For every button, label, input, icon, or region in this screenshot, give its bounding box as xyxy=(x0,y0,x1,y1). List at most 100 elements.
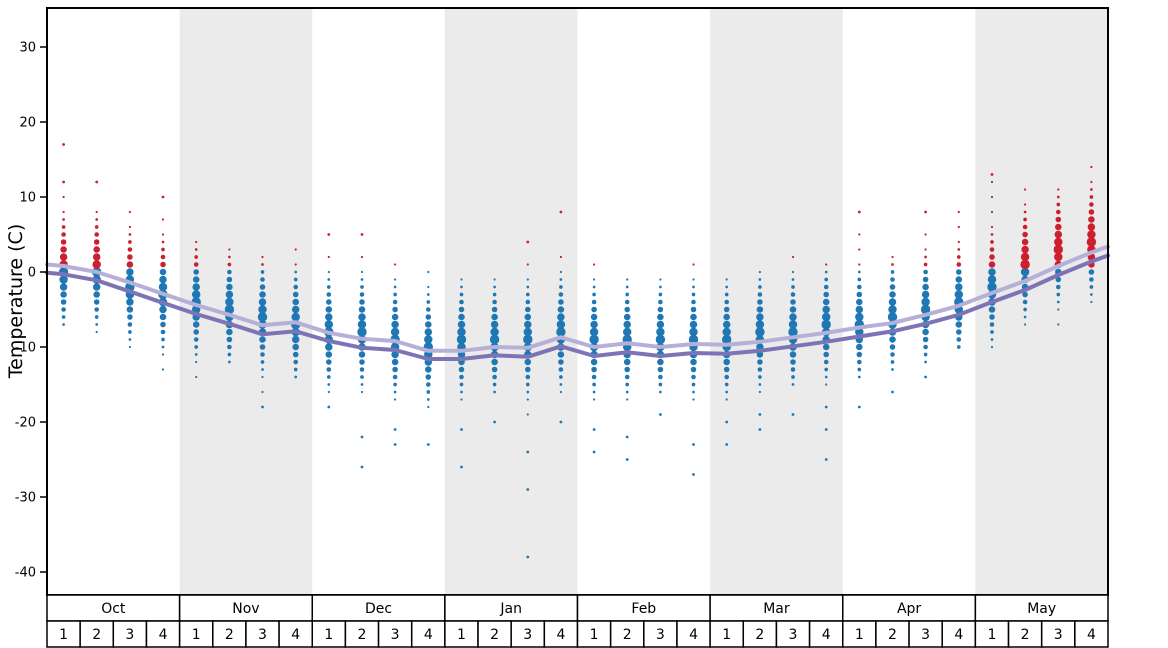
temp-dot xyxy=(924,255,927,259)
temp-dot xyxy=(625,435,629,439)
temp-dot xyxy=(1024,323,1027,326)
temp-dot xyxy=(261,263,264,266)
week-scatter xyxy=(390,263,400,446)
temp-dot xyxy=(523,327,533,337)
week-cell xyxy=(178,620,214,648)
y-tick-label: 10 xyxy=(19,191,36,206)
temp-dot xyxy=(655,334,666,345)
temp-dot xyxy=(327,278,331,281)
temp-dot xyxy=(990,338,994,341)
temp-dot xyxy=(955,276,963,283)
temp-dot xyxy=(393,382,397,387)
temp-dot xyxy=(1090,188,1093,191)
temp-dot xyxy=(493,285,496,289)
temp-dot xyxy=(93,246,100,253)
temp-dot xyxy=(757,367,763,372)
temp-dot xyxy=(623,313,631,321)
temp-dot xyxy=(857,375,861,379)
week-scatter xyxy=(357,233,367,469)
temp-dot xyxy=(891,263,894,266)
week-cell xyxy=(775,620,811,648)
temp-dot xyxy=(360,435,364,439)
temp-dot xyxy=(61,307,66,312)
month-label: Jan xyxy=(499,601,522,617)
week-label: 2 xyxy=(623,627,632,643)
temp-dot xyxy=(1020,267,1030,277)
temp-dot xyxy=(559,270,563,274)
temp-dot xyxy=(691,292,696,297)
temp-dot xyxy=(856,291,863,298)
temp-dot xyxy=(128,210,131,214)
temp-dot xyxy=(923,269,928,275)
temp-dot xyxy=(689,320,698,329)
week-scatter xyxy=(821,263,831,461)
temp-dot xyxy=(424,335,433,344)
temp-dot xyxy=(624,366,630,373)
temp-dot xyxy=(1057,188,1060,191)
week-scatter xyxy=(324,233,334,409)
temp-dot xyxy=(195,360,198,364)
temp-dot xyxy=(592,450,596,454)
temp-dot xyxy=(723,306,730,313)
temp-dot xyxy=(725,398,728,401)
week-cell xyxy=(245,620,280,648)
week-label: 1 xyxy=(192,627,201,643)
temp-dot xyxy=(92,260,101,269)
temp-dot xyxy=(723,366,730,373)
temp-dot xyxy=(1090,300,1093,304)
temp-dot xyxy=(327,255,330,259)
temp-dot xyxy=(659,285,662,289)
temp-dot xyxy=(692,398,695,401)
temp-dot xyxy=(922,276,929,283)
week-label: 4 xyxy=(689,627,698,643)
temp-dot xyxy=(791,270,795,274)
temp-dot xyxy=(1088,216,1095,223)
temp-dot xyxy=(195,375,198,379)
week-cell xyxy=(1074,620,1109,648)
temp-dot xyxy=(790,292,796,297)
temp-dot xyxy=(558,292,564,297)
temp-dot xyxy=(1088,209,1095,215)
temp-dot xyxy=(393,292,397,297)
temp-dot xyxy=(823,359,829,365)
temp-dot xyxy=(425,321,432,328)
temp-dot xyxy=(990,240,994,244)
y-tick-label: -10 xyxy=(15,341,36,356)
week-label: 3 xyxy=(523,627,532,643)
temp-dot xyxy=(258,305,267,314)
temp-dot xyxy=(658,382,663,387)
temp-dot xyxy=(954,290,964,299)
temp-dot xyxy=(922,328,929,336)
temp-dot xyxy=(492,382,497,387)
temp-dot xyxy=(856,343,863,351)
temp-dot xyxy=(493,420,496,424)
temp-dot xyxy=(459,374,464,380)
month-cell xyxy=(178,594,313,622)
temp-dot xyxy=(259,344,266,350)
temp-dot xyxy=(857,284,862,290)
temp-dot xyxy=(758,270,762,274)
temp-dot xyxy=(855,327,864,337)
temp-dot xyxy=(93,239,100,245)
temp-dot xyxy=(193,337,199,342)
temp-dot xyxy=(924,248,927,251)
temp-dot xyxy=(889,344,896,350)
temp-dot xyxy=(192,283,200,291)
month-band xyxy=(444,8,578,595)
temp-dot xyxy=(757,359,763,365)
temp-dot xyxy=(724,299,729,305)
temp-dot xyxy=(1021,245,1029,254)
temp-dot xyxy=(987,282,997,292)
temp-dot xyxy=(656,327,665,337)
temp-dot xyxy=(824,458,828,461)
temp-dot xyxy=(1086,237,1097,247)
temp-dot xyxy=(291,335,300,344)
temp-dot xyxy=(490,320,499,329)
temp-dot xyxy=(62,218,65,221)
temp-dot xyxy=(492,374,497,380)
temp-dot xyxy=(394,263,397,266)
temp-dot xyxy=(425,314,432,320)
temp-dot xyxy=(590,320,598,329)
temp-dot xyxy=(990,225,994,229)
temp-dot xyxy=(493,390,496,394)
